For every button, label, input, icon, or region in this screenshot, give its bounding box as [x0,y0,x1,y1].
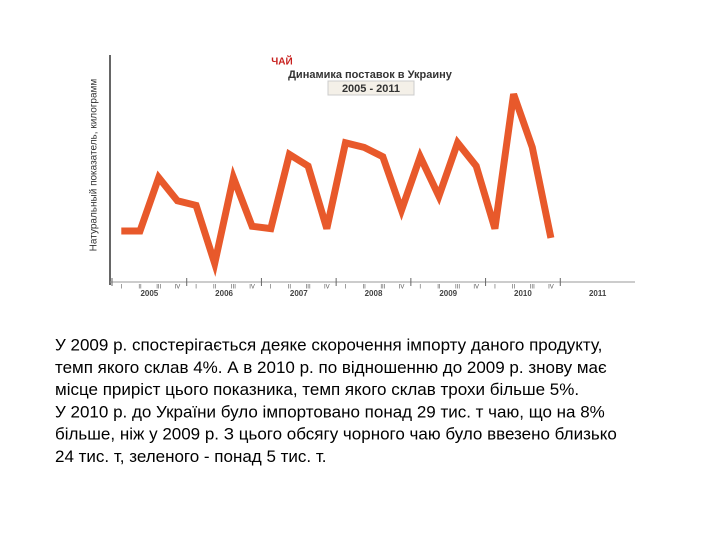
year-label: 2010 [514,289,532,298]
quarter-label: I [270,285,272,291]
quarter-label: II [288,285,292,291]
quarter-label: III [231,285,236,291]
chart-title: ЧАЙ [271,55,292,68]
period-box [327,80,415,96]
quarter-label: II [512,285,516,291]
body-line: 24 тис. т, зеленого - понад 5 тис. т. [55,447,327,466]
quarter-label: I [121,285,123,291]
quarter-label: III [306,285,311,291]
quarter-label: II [362,285,366,291]
quarter-label: I [345,285,347,291]
year-label: 2007 [290,289,308,298]
body-line: У 2009 р. спостерігається деяке скорочен… [55,335,602,354]
quarter-label: III [455,285,460,291]
body-line: більше, ніж у 2009 р. З цього обсягу чор… [55,425,617,444]
chart-period: 2005 - 2011 [342,83,400,95]
quarter-label: IV [324,285,330,291]
quarter-label: IV [175,285,181,291]
quarter-label: I [195,285,197,291]
body-line: У 2010 р. до України було імпортовано по… [55,402,605,421]
quarter-label: IV [548,285,554,291]
quarter-label: IV [399,285,405,291]
data-line [121,92,555,277]
quarter-label: I [494,285,496,291]
year-label: 2006 [215,289,233,298]
year-label: 2008 [365,289,383,298]
year-label: 2011 [589,289,607,298]
y-axis-label: Натуральный показатель, килограмм [89,79,100,252]
body-line: темп якого склав 4%. А в 2010 р. по відн… [55,358,607,377]
quarter-label: IV [473,285,479,291]
quarter-label: III [530,285,535,291]
quarter-label: III [156,285,161,291]
quarter-label: I [419,285,421,291]
quarter-label: III [380,285,385,291]
quarter-label: IV [249,285,255,291]
chart-subtitle: Динамика поставок в Украину [288,69,453,81]
quarter-label: II [213,285,217,291]
year-label: 2005 [140,289,158,298]
body-line: місце приріст цього показника, темп яког… [55,380,579,399]
year-label: 2009 [439,289,457,298]
quarter-label: II [138,285,142,291]
quarter-label: II [437,285,441,291]
